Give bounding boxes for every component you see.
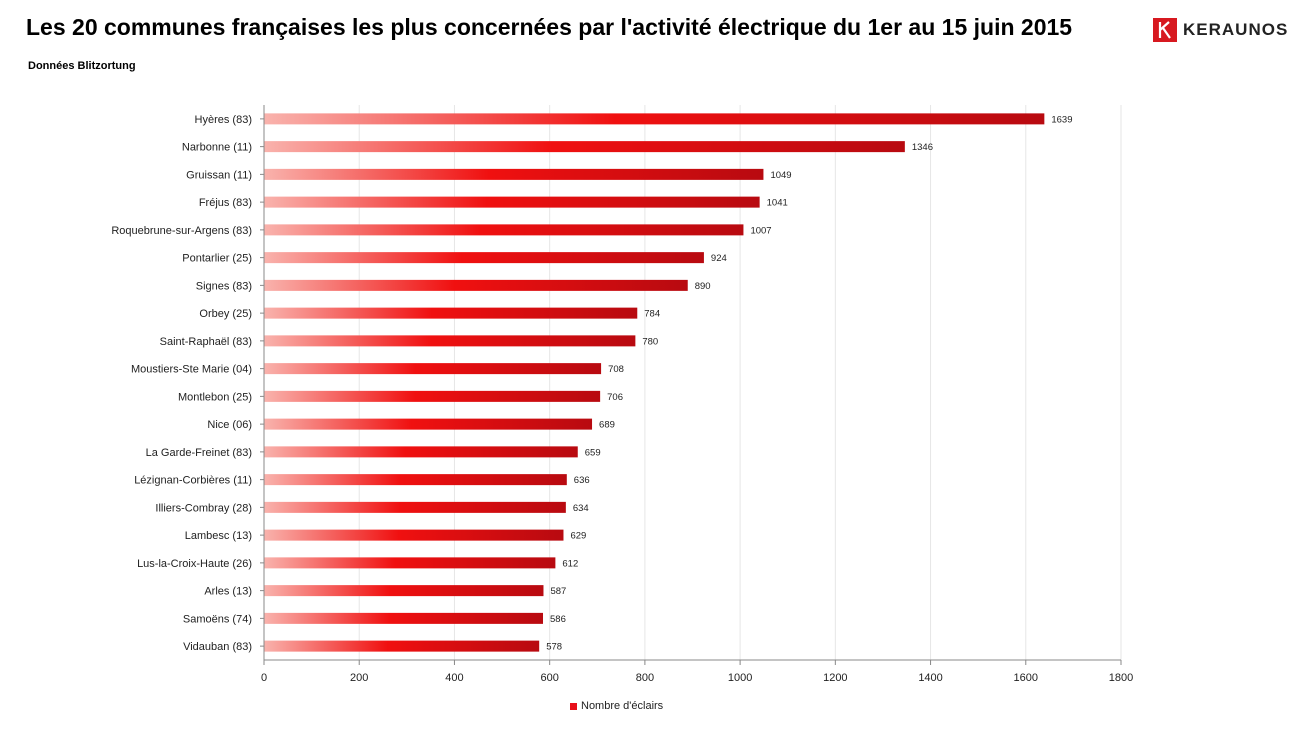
axes [260, 105, 1122, 665]
data-label: 587 [550, 586, 566, 597]
x-tick-label: 600 [540, 672, 558, 684]
category-label: Narbonne (11) [182, 142, 252, 154]
chart-legend: Nombre d'éclairs [570, 700, 663, 712]
x-tick-label: 1000 [728, 672, 752, 684]
bar [264, 501, 566, 513]
category-label: Pontarlier (25) [182, 253, 252, 265]
x-tick-label: 200 [350, 672, 368, 684]
data-label: 1041 [767, 198, 788, 209]
data-label: 1049 [770, 170, 791, 181]
x-tick-label: 800 [636, 672, 654, 684]
category-label: Nice (06) [207, 419, 252, 431]
bar [264, 557, 556, 569]
bar [264, 446, 578, 458]
data-label: 1639 [1051, 114, 1072, 125]
data-label: 708 [608, 364, 624, 375]
data-label: 586 [550, 614, 566, 625]
x-tick-label: 1600 [1014, 672, 1038, 684]
data-label: 1346 [912, 142, 933, 153]
x-tick-label: 1800 [1109, 672, 1133, 684]
brand-name: KERAUNOS [1183, 20, 1289, 39]
legend-swatch [570, 702, 577, 710]
bar [264, 640, 540, 652]
bar [264, 390, 601, 402]
data-label: 924 [711, 253, 727, 264]
data-label: 634 [573, 503, 589, 514]
gridlines [358, 105, 1122, 660]
bars [264, 113, 1045, 652]
legend-label: Nombre d'éclairs [581, 700, 664, 712]
category-label: Samoëns (74) [183, 613, 252, 625]
keraunos-logo-icon [1153, 18, 1177, 42]
data-label: 659 [585, 447, 601, 458]
chart-subtitle: Données Blitzortung [28, 60, 136, 72]
bar [264, 307, 638, 319]
bar [264, 113, 1045, 125]
bar [264, 529, 564, 541]
data-label: 612 [562, 558, 578, 569]
category-label: Illiers-Combray (28) [155, 502, 252, 514]
x-tick-label: 0 [261, 672, 267, 684]
category-label: Signes (83) [196, 280, 252, 292]
category-label: Vidauban (83) [183, 641, 252, 653]
bar [264, 168, 764, 180]
bar [264, 363, 602, 375]
bar [264, 196, 760, 208]
x-tick-label: 400 [445, 672, 463, 684]
bar [264, 224, 744, 236]
category-label: Hyères (83) [195, 114, 252, 126]
category-label: Montlebon (25) [178, 391, 252, 403]
bar [264, 474, 567, 486]
data-label: 629 [570, 531, 586, 542]
data-label: 706 [607, 392, 623, 403]
bar [264, 418, 593, 430]
category-label: Lus-la-Croix-Haute (26) [137, 558, 252, 570]
bar [264, 585, 544, 597]
category-label: Gruissan (11) [186, 169, 252, 181]
category-label: Lambesc (13) [185, 530, 252, 542]
data-label: 784 [644, 309, 660, 320]
bar [264, 252, 704, 264]
category-label: Moustiers-Ste Marie (04) [131, 364, 252, 376]
category-label: Lézignan-Corbières (11) [134, 475, 252, 487]
category-label: Orbey (25) [199, 308, 252, 320]
data-label: 636 [574, 475, 590, 486]
data-label: 890 [695, 281, 711, 292]
category-label: La Garde-Freinet (83) [146, 447, 252, 459]
bar [264, 279, 688, 291]
labels: 0 200 400 600 800 1000 1200 1400 1600 1800 Hyères … [111, 114, 1133, 684]
brand-logo: KERAUNOS [1153, 18, 1288, 42]
data-label: 780 [642, 336, 658, 347]
x-tick-label: 1400 [918, 672, 942, 684]
category-label: Fréjus (83) [199, 197, 252, 209]
x-tick-label: 1200 [823, 672, 847, 684]
data-label: 578 [546, 642, 562, 653]
bar [264, 612, 544, 624]
chart-title: Les 20 communes françaises les plus conc… [26, 14, 1073, 40]
category-label: Roquebrune-sur-Argens (83) [111, 225, 252, 237]
category-label: Arles (13) [204, 586, 252, 598]
bar [264, 335, 636, 347]
bar [264, 141, 905, 153]
category-label: Saint-Raphaël (83) [160, 336, 252, 348]
data-label: 1007 [750, 225, 771, 236]
data-label: 689 [599, 420, 615, 431]
